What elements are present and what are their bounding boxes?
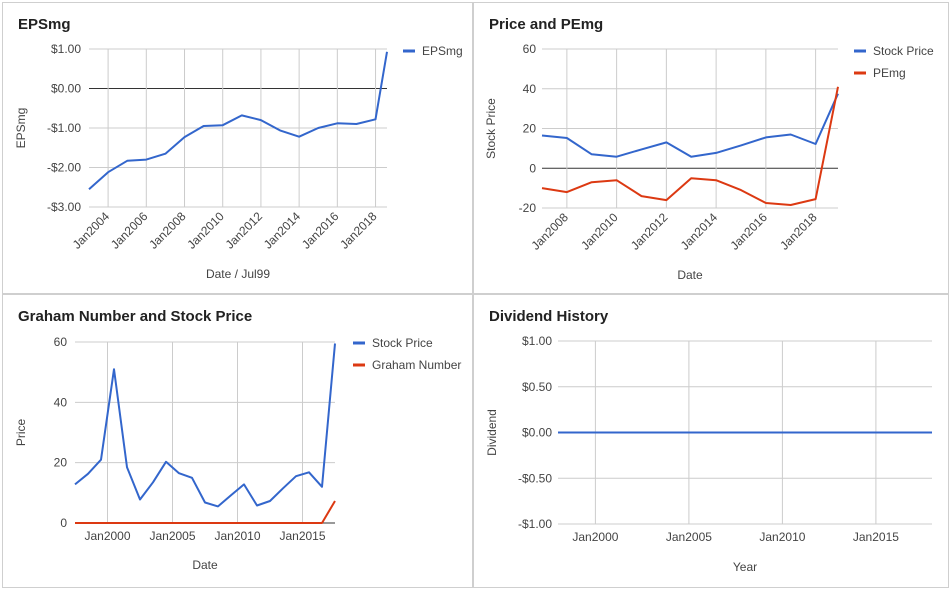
y-tick-label: $0.00 [51, 82, 81, 96]
x-tick-label: Jan2016 [728, 210, 771, 253]
x-tick-label: Jan2004 [70, 209, 113, 252]
x-tick-label: Jan2015 [853, 530, 899, 544]
y-tick-label: -$1.00 [47, 121, 81, 135]
graham-chart-panel: Graham Number and Stock Price 60 40 20 0 Jan… [2, 294, 473, 588]
series-line-stock-price [541, 93, 839, 158]
x-tick-label: Jan2000 [84, 529, 130, 543]
y-axis-title: Stock Price [484, 98, 498, 159]
y-tick-label: -$1.00 [518, 517, 552, 531]
graham-chart-title: Graham Number and Stock Price [18, 308, 253, 325]
series-line-stock-price [74, 343, 336, 508]
x-tick-label: Jan2015 [279, 529, 325, 543]
price-pe-chart-title: Price and PEmg [489, 16, 604, 33]
series-line-pemg [541, 86, 839, 206]
x-tick-label: Jan2006 [108, 209, 151, 252]
x-tick-label: Jan2005 [666, 530, 712, 544]
series-line-epsmg [88, 51, 388, 190]
x-tick-label: Jan2005 [149, 529, 195, 543]
y-tick-label: 20 [54, 456, 68, 470]
y-axis-title: Dividend [485, 409, 499, 456]
legend-label: EPSmg [422, 44, 463, 58]
x-tick-label: Jan2016 [299, 209, 342, 252]
y-tick-label: 0 [529, 161, 536, 175]
y-tick-label: -$3.00 [47, 200, 81, 214]
y-tick-label: -$0.50 [518, 471, 552, 485]
x-tick-label: Jan2018 [777, 210, 820, 253]
y-tick-label: $0.50 [522, 380, 552, 394]
x-tick-label: Jan2008 [529, 210, 572, 253]
series-line-graham-number [75, 500, 336, 524]
y-tick-label: 40 [523, 82, 537, 96]
dividend-chart-panel: Dividend History $1.00 $0.50 $0.00 -$0.50 -$… [473, 294, 949, 588]
dividend-chart-title: Dividend History [489, 308, 609, 325]
y-axis-title: EPSmg [14, 108, 28, 149]
y-tick-label: 40 [54, 395, 68, 409]
y-tick-label: -$2.00 [47, 161, 81, 175]
x-tick-label: Jan2010 [184, 209, 227, 252]
x-tick-label: Jan2014 [261, 209, 304, 252]
x-tick-label: Jan2010 [759, 530, 805, 544]
x-tick-label: Jan2018 [337, 209, 380, 252]
x-axis-title: Date [192, 558, 218, 572]
x-axis-title: Date / Jul99 [206, 267, 270, 281]
eps-chart-panel: EPSmg $1.00 $0.00 -$1.00 -$2.00 -$3.00 Jan200… [2, 2, 473, 294]
x-tick-label: Jan2008 [146, 209, 189, 252]
x-tick-label: Jan2000 [572, 530, 618, 544]
legend-label: Stock Price [873, 44, 934, 58]
x-tick-label: Jan2012 [628, 210, 671, 253]
x-tick-label: Jan2014 [678, 210, 721, 253]
y-tick-label: 60 [54, 335, 68, 349]
x-tick-label: Jan2010 [578, 210, 621, 253]
eps-chart: $1.00$0.00-$1.00-$2.00-$3.00Jan2004Jan20… [14, 42, 463, 281]
y-tick-label: 60 [523, 42, 537, 56]
x-tick-label: Jan2010 [214, 529, 260, 543]
legend-label: Stock Price [372, 336, 433, 350]
x-axis-title: Year [733, 560, 757, 574]
legend-label: Graham Number [372, 358, 461, 372]
y-tick-label: 20 [523, 122, 537, 136]
legend-label: PEmg [873, 66, 906, 80]
y-tick-label: 0 [60, 516, 67, 530]
price-pe-chart-panel: Price and PEmg 60 40 20 0 -20 Jan2008 Jan2010 J… [473, 2, 949, 294]
graham-chart: 60 40 20 0 Jan2000 Jan2005 Jan2010 Jan2015 Date P… [14, 335, 461, 572]
y-tick-label: $1.00 [522, 334, 552, 348]
x-axis-title: Date [677, 268, 703, 282]
y-axis-title: Price [14, 419, 28, 447]
dividend-chart: $1.00 $0.50 $0.00 -$0.50 -$1.00 Jan2000 Jan200… [485, 334, 932, 574]
y-tick-label: $1.00 [51, 42, 81, 56]
y-tick-label: $0.00 [522, 426, 552, 440]
eps-chart-title: EPSmg [18, 16, 71, 33]
x-tick-label: Jan2012 [223, 209, 266, 252]
y-tick-label: -20 [519, 201, 537, 215]
